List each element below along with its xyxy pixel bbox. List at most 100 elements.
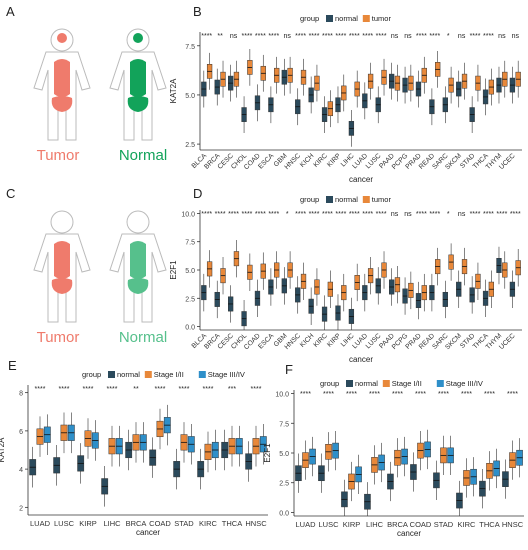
significance-label: ****	[335, 211, 346, 218]
significance-label: ****	[346, 391, 357, 398]
significance-label: ns	[458, 211, 466, 218]
x-tick-label: KIRP	[343, 520, 361, 529]
legend-title: group	[82, 370, 101, 379]
x-tick-label: KICH	[299, 152, 315, 168]
normal-label-c: Normal	[119, 329, 167, 346]
x-tick-label: KIRP	[79, 519, 97, 528]
significance-label: ****	[215, 211, 226, 218]
significance-label: ****	[203, 386, 214, 393]
significance-label: ****	[470, 33, 481, 40]
significance-label: **	[133, 386, 139, 393]
legend-entry: Stage III/IV	[208, 370, 245, 379]
significance-label: ****	[322, 211, 333, 218]
legend-swatch	[144, 371, 152, 378]
x-tick-label: LUSC	[318, 520, 339, 529]
significance-label: ****	[369, 391, 380, 398]
panel-letter-f: F	[285, 362, 293, 377]
legend-entry: normal	[335, 195, 358, 204]
significance-label: ****	[438, 391, 449, 398]
y-tick-label: 4	[19, 467, 23, 474]
legend-entry: normal	[355, 379, 378, 388]
legend: group normal Stage I/II Stage III/IV	[320, 379, 483, 388]
significance-label: **	[217, 33, 223, 40]
x-tick-label: COAD	[149, 519, 171, 528]
significance-label: ****	[335, 33, 346, 40]
x-tick-label: KIRC	[458, 520, 477, 529]
x-tick-label: KICH	[299, 332, 315, 348]
significance-label: ****	[201, 33, 212, 40]
panel-letter-a: A	[6, 4, 15, 19]
tumor-label-a: Tumor	[37, 147, 80, 164]
x-tick-label: ESCA	[257, 152, 275, 170]
legend-entry: normal	[117, 370, 140, 379]
y-axis-label: E2F1	[263, 443, 272, 463]
x-tick-label: ESCA	[257, 332, 275, 350]
x-tick-label: THCA	[479, 520, 499, 529]
x-axis-label: cancer	[349, 355, 373, 364]
significance-label: ****	[300, 391, 311, 398]
normal-body-illustration	[109, 28, 167, 141]
y-tick-label: 6	[19, 429, 23, 436]
significance-label: ****	[429, 33, 440, 40]
significance-label: ****	[416, 33, 427, 40]
significance-label: ****	[392, 391, 403, 398]
significance-label: ns	[230, 33, 238, 40]
significance-label: ***	[228, 386, 236, 393]
tumor-body-illustration	[33, 28, 91, 141]
chart-panel-e: E 2 4 6 8 KAT2A group normal Stage I/II Stage III…	[0, 358, 268, 537]
significance-label: ****	[376, 33, 387, 40]
significance-label: ****	[349, 211, 360, 218]
significance-label: ****	[362, 211, 373, 218]
y-tick-label: 0.0	[279, 510, 289, 517]
legend-swatch	[198, 371, 206, 378]
x-tick-label: HNSC	[502, 520, 524, 529]
significance-label: ns	[458, 33, 466, 40]
legend: group normal tumor	[300, 195, 391, 204]
x-tick-label: STAD	[434, 520, 454, 529]
legend-swatch	[382, 380, 390, 387]
significance-label: ****	[376, 211, 387, 218]
x-tick-label: BRCA	[126, 519, 147, 528]
significance-label: ****	[295, 33, 306, 40]
legend-entry: Stage I/II	[392, 379, 422, 388]
significance-label: ****	[242, 33, 253, 40]
legend-swatch	[326, 196, 333, 203]
y-tick-label: 5.0	[185, 93, 195, 100]
x-tick-label: KIRC	[312, 152, 328, 168]
legend-title: group	[320, 379, 339, 388]
significance-label: ****	[228, 211, 239, 218]
significance-label: ****	[510, 211, 521, 218]
significance-label: ****	[255, 211, 266, 218]
legend-entry: tumor	[372, 14, 392, 23]
x-tick-label: LIHC	[103, 519, 121, 528]
y-tick-label: 2.5	[185, 296, 195, 303]
legend-swatch	[108, 371, 115, 378]
y-tick-label: 2.5	[279, 481, 289, 488]
significance-label: ****	[201, 211, 212, 218]
legend-entry: normal	[335, 14, 358, 23]
x-axis-label: cancer	[136, 528, 160, 537]
significance-label: ****	[349, 33, 360, 40]
normal-body-illustration-c	[109, 210, 167, 323]
significance-label: ****	[35, 386, 46, 393]
x-tick-label: BRCA	[387, 520, 408, 529]
legend-entry: Stage III/IV	[446, 379, 483, 388]
x-tick-label: LUAD	[295, 520, 316, 529]
significance-label: ns	[498, 33, 506, 40]
significance-label: ns	[391, 211, 399, 218]
significance-label: ****	[59, 386, 70, 393]
significance-label: ****	[461, 391, 472, 398]
significance-label: ****	[83, 386, 94, 393]
significance-label: *	[447, 33, 450, 40]
significance-label: ****	[429, 211, 440, 218]
x-tick-label: KIRP	[326, 152, 342, 168]
y-tick-label: 5.0	[185, 268, 195, 275]
significance-label: ****	[107, 386, 118, 393]
legend-entry: tumor	[372, 195, 392, 204]
y-axis-label: KAT2A	[169, 78, 178, 103]
y-axis-label: E2F1	[169, 260, 178, 280]
legend-title: group	[300, 14, 319, 23]
significance-label: ****	[295, 211, 306, 218]
